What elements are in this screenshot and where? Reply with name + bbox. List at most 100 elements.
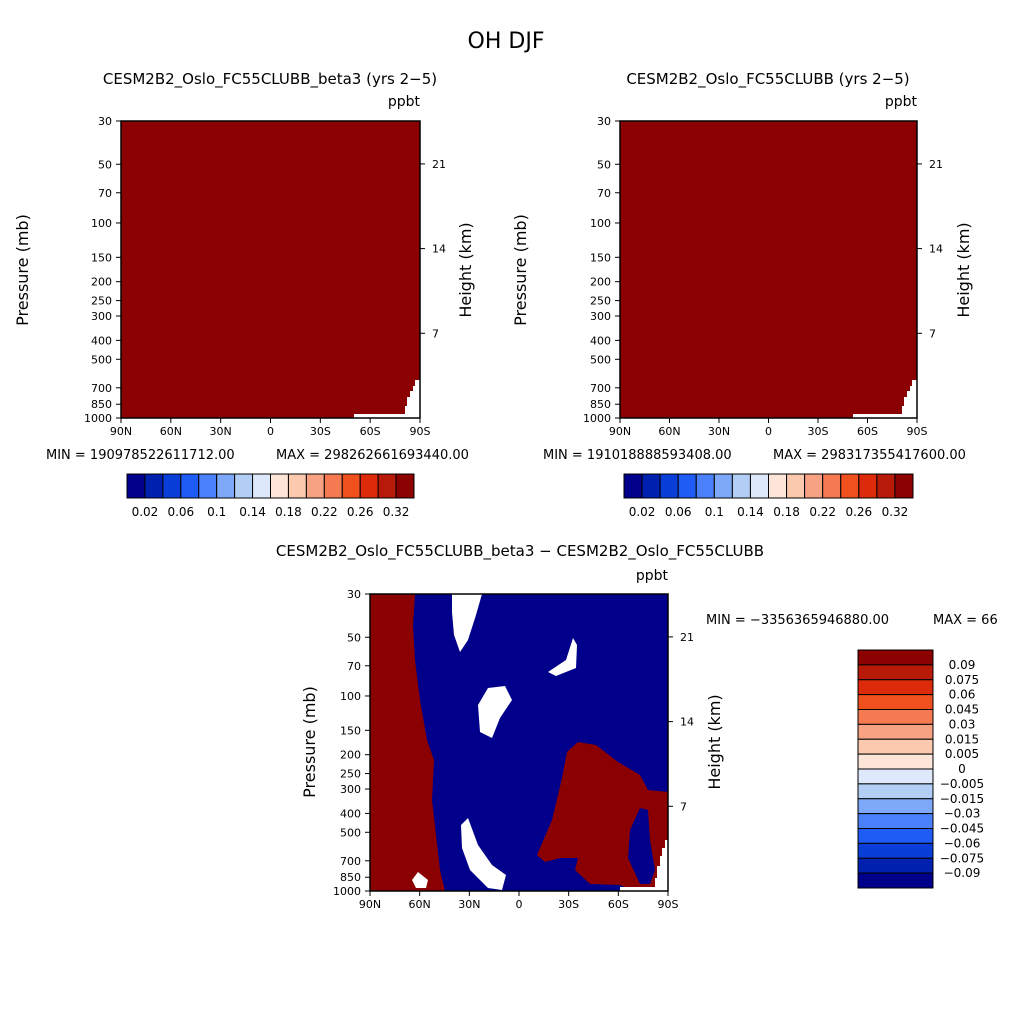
pressure-tick-label: 700 — [340, 855, 361, 868]
panel-control-ylabel: Pressure (mb) — [511, 214, 530, 326]
pressure-tick-label: 70 — [347, 660, 361, 673]
panel-beta3-title: CESM2B2_Oslo_FC55CLUBB_beta3 (yrs 2−5) — [103, 70, 437, 89]
lat-tick-label: 30N — [708, 425, 730, 438]
pressure-tick-label: 500 — [590, 353, 611, 366]
panel-control-field — [620, 121, 917, 418]
panel-beta3-missing-corner — [354, 380, 420, 418]
pressure-tick-label: 30 — [98, 115, 112, 128]
colorbar-label: 0.26 — [845, 505, 872, 519]
colorbar-swatch — [713, 473, 733, 499]
panel-diff: CESM2B2_Oslo_FC55CLUBB_beta3 − CESM2B2_O… — [276, 542, 998, 911]
colorbar-swatch — [857, 679, 934, 696]
lat-tick-label: 60S — [360, 425, 381, 438]
colorbar-swatch — [677, 473, 697, 499]
panel-beta3-field — [121, 121, 420, 418]
colorbar-swatch — [377, 473, 397, 499]
colorbar-swatch — [857, 783, 934, 800]
lat-tick-label: 90S — [658, 898, 679, 911]
pressure-tick-label: 500 — [91, 353, 112, 366]
colorbar-swatch — [876, 473, 896, 499]
colorbar-swatch — [857, 723, 934, 740]
pressure-tick-label: 850 — [91, 398, 112, 411]
lat-tick-label: 60N — [409, 898, 431, 911]
colorbar-label: 0.1 — [705, 505, 724, 519]
pressure-tick-label: 1000 — [333, 885, 361, 898]
colorbar-swatch — [359, 473, 379, 499]
colorbar-label: −0.005 — [940, 777, 984, 791]
panel-beta3-max: MAX = 298262661693440.00 — [276, 448, 469, 463]
colorbar-label: 0.14 — [239, 505, 266, 519]
panel-control-title: CESM2B2_Oslo_FC55CLUBB (yrs 2−5) — [626, 70, 909, 89]
colorbar-swatch — [857, 857, 934, 874]
height-tick-label: 14 — [929, 243, 943, 256]
panel-control-unit: ppbt — [885, 94, 918, 110]
lat-tick-label: 90N — [609, 425, 631, 438]
panel-diff-title: CESM2B2_Oslo_FC55CLUBB_beta3 − CESM2B2_O… — [276, 542, 764, 561]
main-title: OH DJF — [468, 29, 545, 54]
colorbar-swatch — [857, 664, 934, 681]
colorbar-label: 0.14 — [737, 505, 764, 519]
panel-control-height-axis: 21 14 7 — [917, 158, 943, 340]
colorbar-swatch — [395, 473, 415, 499]
lat-tick-label: 60N — [160, 425, 182, 438]
panel-control-max: MAX = 298317355417600.00 — [773, 448, 966, 463]
colorbar-swatch — [623, 473, 643, 499]
pressure-tick-label: 700 — [590, 382, 611, 395]
panel-diff-min: MIN = −3356365946880.00 — [706, 613, 889, 628]
panel-control-colorbar: 0.02 0.06 0.1 0.14 0.18 0.22 0.26 0.32 — [623, 473, 914, 519]
pressure-tick-label: 300 — [340, 783, 361, 796]
colorbar-label: 0.09 — [949, 658, 976, 672]
colorbar-swatch — [857, 813, 934, 829]
colorbar-label: −0.045 — [940, 822, 984, 836]
panel-beta3-colorbar: 0.02 0.06 0.1 0.14 0.18 0.22 0.26 0.32 — [126, 473, 415, 519]
lat-tick-label: 60S — [857, 425, 878, 438]
pressure-tick-label: 70 — [597, 187, 611, 200]
panel-diff-colorbar: 0.090.0750.060.0450.030.0150.0050−0.005−… — [857, 649, 984, 889]
height-tick-label: 21 — [680, 631, 694, 644]
panel-beta3-height-axis: 21 14 7 — [420, 158, 446, 340]
colorbar-label: 0.32 — [383, 505, 410, 519]
pressure-tick-label: 500 — [340, 826, 361, 839]
colorbar-swatch — [180, 473, 200, 499]
panel-beta3-unit: ppbt — [388, 94, 421, 110]
colorbar-label: 0.03 — [949, 717, 976, 731]
lat-tick-label: 0 — [765, 425, 772, 438]
panel-beta3: CESM2B2_Oslo_FC55CLUBB_beta3 (yrs 2−5) p… — [13, 70, 475, 519]
panel-beta3-ylabel-right: Height (km) — [456, 222, 475, 317]
lat-tick-label: 90S — [410, 425, 431, 438]
colorbar-label: 0.06 — [949, 688, 976, 702]
panel-diff-unit: ppbt — [636, 568, 669, 584]
colorbar-label: 0.075 — [945, 673, 979, 687]
colorbar-swatch — [857, 798, 934, 815]
colorbar-swatch — [198, 473, 218, 499]
colorbar-label: 0.1 — [207, 505, 226, 519]
pressure-tick-label: 50 — [98, 158, 112, 171]
colorbar-swatch — [840, 473, 860, 499]
colorbar-swatch — [641, 473, 661, 499]
pressure-tick-label: 300 — [590, 310, 611, 323]
pressure-tick-label: 50 — [597, 158, 611, 171]
pressure-tick-label: 400 — [340, 807, 361, 820]
pressure-tick-label: 1000 — [84, 412, 112, 425]
colorbar-label: −0.06 — [944, 836, 981, 850]
panel-diff-zero-region-2 — [548, 638, 577, 676]
panel-control: CESM2B2_Oslo_FC55CLUBB (yrs 2−5) ppbt 30… — [511, 70, 973, 519]
pressure-tick-label: 50 — [347, 631, 361, 644]
lat-tick-label: 60S — [608, 898, 629, 911]
colorbar-swatch — [323, 473, 343, 499]
panel-control-missing-corner — [853, 380, 917, 418]
pressure-tick-label: 30 — [347, 588, 361, 601]
colorbar-label: 0.02 — [629, 505, 656, 519]
colorbar-label: 0.22 — [311, 505, 338, 519]
pressure-tick-label: 1000 — [583, 412, 611, 425]
lat-tick-label: 90S — [907, 425, 928, 438]
panel-diff-positive-left — [370, 594, 445, 891]
colorbar-swatch — [857, 768, 934, 785]
height-tick-label: 21 — [929, 158, 943, 171]
pressure-tick-label: 100 — [590, 217, 611, 230]
colorbar-label: 0.32 — [882, 505, 909, 519]
colorbar-label: 0.26 — [347, 505, 374, 519]
colorbar-swatch — [126, 473, 146, 499]
